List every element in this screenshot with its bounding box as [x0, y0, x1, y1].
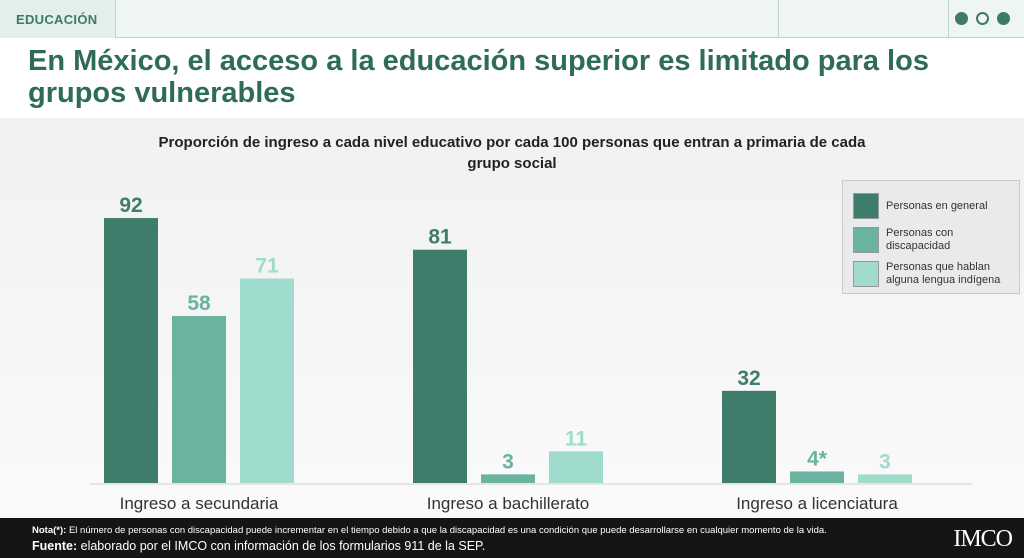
note-text: El número de personas con discapacidad p…	[66, 525, 827, 536]
footer-note: Nota(*): El número de personas con disca…	[32, 524, 1024, 538]
dot-icon	[955, 12, 968, 25]
top-bar-divider	[948, 0, 949, 38]
category-label: Ingreso a bachillerato	[427, 494, 590, 513]
footer-source: Fuente: elaborado por el IMCO con inform…	[32, 538, 1024, 554]
chart-legend: Personas en general Personas con discapa…	[842, 180, 1020, 294]
bar	[104, 218, 158, 484]
footer: Nota(*): El número de personas con disca…	[0, 518, 1024, 558]
dot-icon	[976, 12, 989, 25]
data-label: 3	[879, 450, 891, 473]
decorative-dots	[955, 12, 1010, 25]
bar	[481, 474, 535, 483]
data-label: 92	[119, 194, 142, 217]
top-bar-divider	[778, 0, 779, 38]
data-label: 81	[428, 226, 452, 249]
legend-label: Personas que hablan alguna lengua indíge…	[886, 261, 1001, 286]
legend-swatch	[853, 261, 879, 287]
bar	[858, 474, 912, 483]
data-label: 3	[502, 450, 514, 473]
chart-title: Proporción de ingreso a cada nivel educa…	[158, 134, 866, 172]
section-tag: EDUCACIÓN	[0, 0, 116, 38]
data-label: 58	[187, 292, 211, 315]
data-label: 32	[737, 367, 760, 390]
bar	[240, 278, 294, 483]
source-label: Fuente:	[32, 539, 78, 553]
category-label: Ingreso a secundaria	[120, 494, 279, 513]
data-label: 71	[255, 255, 279, 278]
top-bar: EDUCACIÓN	[0, 0, 1024, 38]
legend-label: Personas en general	[886, 199, 988, 212]
data-label: 4*	[807, 447, 828, 470]
data-label: 11	[565, 427, 588, 450]
legend-swatch	[853, 193, 879, 219]
bar	[790, 471, 844, 483]
source-text: elaborado por el IMCO con información de…	[77, 539, 486, 553]
bar	[722, 390, 776, 483]
bar	[549, 451, 603, 483]
legend-item: Personas con discapacidad	[853, 223, 1019, 257]
legend-label: Personas con discapacidad	[886, 227, 954, 252]
category-label: Ingreso a licenciatura	[736, 494, 898, 513]
bar	[172, 315, 226, 483]
dot-icon	[997, 12, 1010, 25]
legend-item: Personas en general	[853, 189, 1019, 223]
legend-item: Personas que hablan alguna lengua indíge…	[853, 257, 1019, 291]
bar	[413, 249, 467, 483]
imco-logo: IMCO	[953, 526, 1013, 552]
bar-chart: 92 58 71 Ingreso a secundaria 81 3 11 Ingreso a…	[90, 194, 972, 513]
page-title: En México, el acceso a la educación supe…	[28, 45, 929, 109]
legend-swatch	[853, 227, 879, 253]
note-label: Nota(*):	[32, 525, 67, 536]
